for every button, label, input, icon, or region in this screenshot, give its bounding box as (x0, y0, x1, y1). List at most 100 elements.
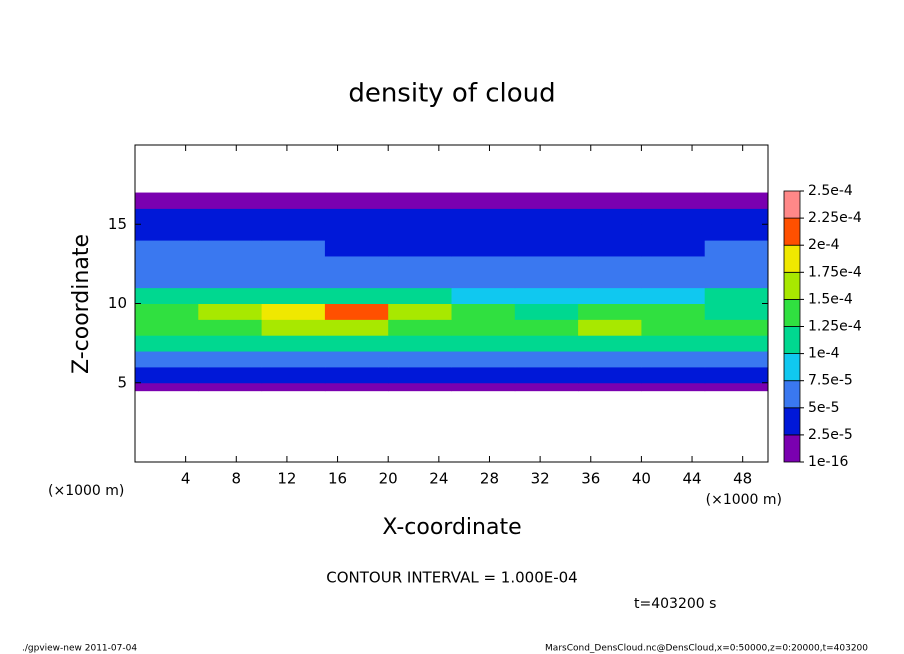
x-tick-label: 48 (733, 470, 752, 488)
colorbar-label: 2.5e-4 (808, 183, 853, 199)
heat-cell (261, 208, 326, 225)
heat-cell (514, 192, 579, 209)
colorbar-label: 2.25e-4 (808, 210, 862, 226)
x-tick-label: 24 (429, 470, 448, 488)
heat-cell (388, 240, 452, 257)
heat-cell (388, 382, 452, 392)
heat-cell (135, 255, 199, 273)
heat-cell (451, 319, 516, 336)
heat-cell (578, 224, 642, 241)
heat-cell (641, 240, 706, 257)
heat-cell (451, 224, 516, 241)
heat-cell (261, 240, 326, 257)
heat-cell (451, 366, 516, 384)
heat-cell (451, 192, 516, 209)
x-tick-label: 16 (328, 470, 347, 488)
colorbar-box (783, 434, 801, 463)
heat-cell (324, 382, 389, 392)
heat-cell (641, 366, 706, 384)
colorbar-label: 2.5e-5 (808, 427, 853, 443)
x-tick-label: 44 (682, 470, 701, 488)
heat-cell (704, 271, 769, 289)
heat-cell (198, 303, 263, 320)
heat-cell (261, 255, 326, 273)
heat-cell (451, 240, 516, 257)
heat-cell (324, 192, 389, 209)
heat-cell (135, 271, 199, 289)
heat-cell (451, 382, 516, 392)
heat-cell (704, 319, 769, 336)
heat-cell (388, 287, 452, 304)
colorbar-label: 1.75e-4 (808, 264, 862, 280)
heat-cell (388, 192, 452, 209)
heat-cell (198, 224, 263, 241)
heat-cell (514, 382, 579, 392)
heat-cell (261, 366, 326, 384)
heat-cell (324, 208, 389, 225)
heat-cell (198, 319, 263, 336)
heat-cell (324, 303, 389, 320)
heat-cell (704, 335, 769, 352)
heat-cell (704, 224, 769, 241)
heat-cell (641, 382, 706, 392)
heat-cell (578, 208, 642, 225)
heat-cell (641, 255, 706, 273)
heat-cell (198, 366, 263, 384)
heat-cell (135, 192, 199, 209)
heat-cell (451, 303, 516, 320)
colorbar-box (783, 353, 801, 382)
heat-cell (198, 335, 263, 352)
heat-cell (135, 335, 199, 352)
heat-cell (451, 351, 516, 368)
y-axis-label: Z-coordinate (69, 234, 94, 374)
heat-cell (198, 287, 263, 304)
colorbar-box (783, 298, 801, 327)
heat-cell (514, 366, 579, 384)
x-tick-label: 12 (277, 470, 296, 488)
heat-cell (578, 335, 642, 352)
y-tick-label: 5 (117, 373, 127, 391)
heat-cell (578, 271, 642, 289)
x-tick-label: 40 (632, 470, 651, 488)
heat-cell (198, 382, 263, 392)
heat-cell (324, 319, 389, 336)
colorbar-box (783, 244, 801, 273)
heat-cell (641, 319, 706, 336)
heat-cell (514, 319, 579, 336)
heat-cell (514, 240, 579, 257)
heat-cell (514, 271, 579, 289)
x-tick-label: 8 (232, 470, 242, 488)
heat-cell (198, 255, 263, 273)
heat-cell (198, 208, 263, 225)
heat-cell (388, 303, 452, 320)
heat-cell (641, 287, 706, 304)
heat-cell (261, 224, 326, 241)
y-tick-label: 15 (108, 215, 127, 233)
x-tick-label: 32 (531, 470, 550, 488)
colorbar-box (783, 326, 801, 355)
heat-cell (261, 319, 326, 336)
heat-cell (641, 351, 706, 368)
heat-cell (388, 208, 452, 225)
heat-cell (135, 366, 199, 384)
heat-cell (324, 287, 389, 304)
heat-cell (641, 335, 706, 352)
colorbar-label: 1.5e-4 (808, 291, 853, 307)
heat-cell (578, 255, 642, 273)
heat-cell (261, 351, 326, 368)
heat-cell (388, 271, 452, 289)
chart-title: density of cloud (348, 79, 555, 109)
time-label: t=403200 s (634, 596, 716, 612)
colorbar-label: 1e-4 (808, 346, 840, 362)
heat-cell (704, 240, 769, 257)
x-tick-label: 36 (581, 470, 600, 488)
heat-cell (641, 303, 706, 320)
heat-cell (261, 271, 326, 289)
heat-cell (641, 224, 706, 241)
heat-cell (451, 335, 516, 352)
heat-cell (578, 351, 642, 368)
heat-cell (135, 287, 199, 304)
heat-cell (198, 271, 263, 289)
heat-cell (135, 319, 199, 336)
y-tick-label: 10 (108, 294, 127, 312)
